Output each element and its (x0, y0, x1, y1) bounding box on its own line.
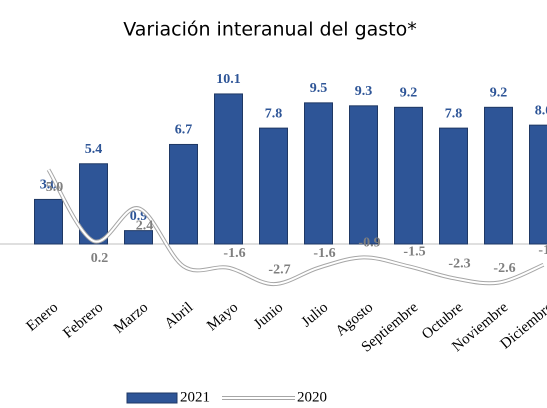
line-value-label: -1.4 (538, 243, 547, 258)
bar-value-label: 6.7 (175, 123, 193, 138)
x-tick-label: Junio (251, 299, 286, 332)
bar-value-label: 8.0 (535, 103, 547, 118)
line-value-label: -2.3 (448, 256, 470, 271)
bar-value-label: 9.5 (310, 81, 328, 96)
bar-value-label: 9.2 (400, 86, 418, 101)
x-tick-label: Julio (299, 299, 332, 330)
bar-value-label: 10.1 (216, 72, 241, 87)
bar (214, 93, 243, 245)
bar (259, 127, 288, 245)
bar-value-label: 5.4 (85, 142, 103, 157)
x-tick-label: Abril (162, 299, 197, 332)
line-value-label: -2.7 (268, 262, 290, 277)
bar (394, 106, 423, 245)
bar-value-label: 7.8 (445, 106, 463, 121)
line-value-label: -0.9 (358, 236, 380, 251)
bar (34, 198, 63, 245)
bar (124, 230, 153, 245)
legend-swatch (126, 392, 178, 404)
line-value-label: -2.6 (493, 261, 515, 276)
legend-label: 2020 (297, 389, 327, 405)
line-value-label: 5.0 (46, 180, 64, 195)
bar (349, 105, 378, 245)
bar (484, 106, 513, 245)
bar (439, 127, 468, 245)
line-value-label: 0.2 (91, 251, 109, 266)
bar (169, 143, 198, 245)
bar-value-label: 9.2 (490, 86, 508, 101)
bar (529, 124, 547, 245)
line-value-label: -1.6 (313, 246, 335, 261)
line-value-label: -1.5 (403, 245, 425, 260)
line-inner (47, 169, 544, 286)
bar-value-label: 7.8 (265, 106, 283, 121)
x-tick-label: Marzo (111, 299, 151, 336)
bar (304, 102, 333, 245)
x-tick-label: Enero (24, 299, 62, 334)
line-value-label: -1.6 (223, 246, 245, 261)
bar-value-label: 9.3 (355, 84, 373, 99)
legend-label: 2021 (180, 389, 210, 405)
line-value-label: 2.4 (136, 219, 154, 234)
x-tick-label: Mayo (204, 299, 241, 334)
chart-title: Variación interanual del gasto* (123, 19, 417, 41)
x-tick-label: Febrero (60, 299, 106, 341)
